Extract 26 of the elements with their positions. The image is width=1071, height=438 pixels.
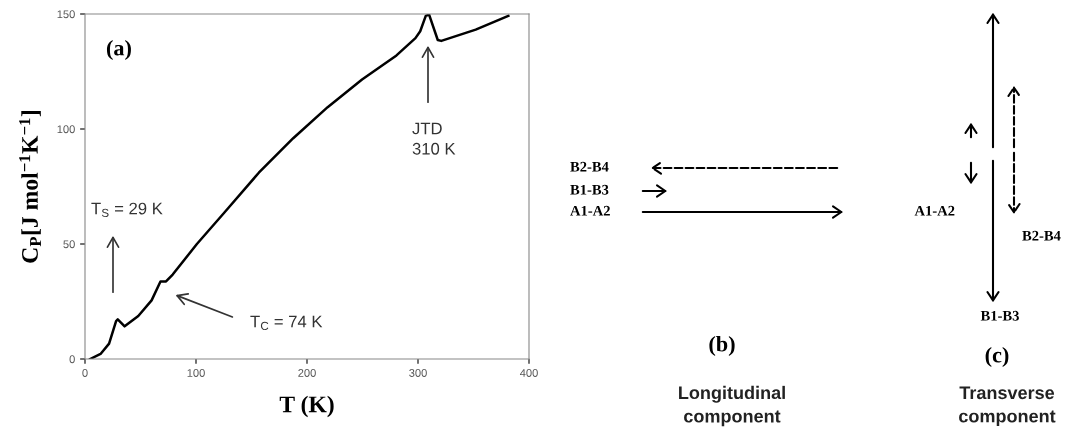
text: B1-B3: [980, 310, 1019, 321]
text: A1-A2: [570, 205, 610, 216]
text: A1-A2: [914, 205, 955, 216]
annotation: T$_{C}$ = 74 K: [250, 315, 323, 331]
x-axis-title: T (K): [279, 395, 334, 418]
text: Transverse component: [959, 386, 1056, 427]
y-axis-title: C$_{P}$[J mol$^{−1}$K$^{−1}$]: [19, 111, 41, 263]
text: Longitudinal component: [679, 385, 785, 427]
annotation: JTD 310 K: [412, 122, 456, 155]
text: (c): [985, 346, 1009, 368]
text: (b): [709, 335, 735, 357]
line-series: [88, 14, 510, 359]
y-tick-label: 50: [63, 240, 75, 249]
x-tick-label: 0: [82, 369, 88, 377]
annotation: T$_{S}$ = 29 K: [91, 202, 163, 218]
y-tick-label: 0: [69, 355, 75, 364]
text: B1-B3: [570, 184, 609, 195]
y-tick-label: 100: [57, 125, 75, 134]
x-tick-label: 200: [298, 369, 316, 377]
x-tick-label: 300: [409, 369, 427, 377]
annotation: (a): [106, 39, 131, 61]
x-tick-label: 400: [519, 369, 538, 377]
x-tick-label: 100: [187, 369, 205, 377]
text: B2-B4: [1022, 230, 1061, 241]
y-tick-label: 150: [57, 10, 75, 19]
text: B2-B4: [570, 161, 609, 172]
